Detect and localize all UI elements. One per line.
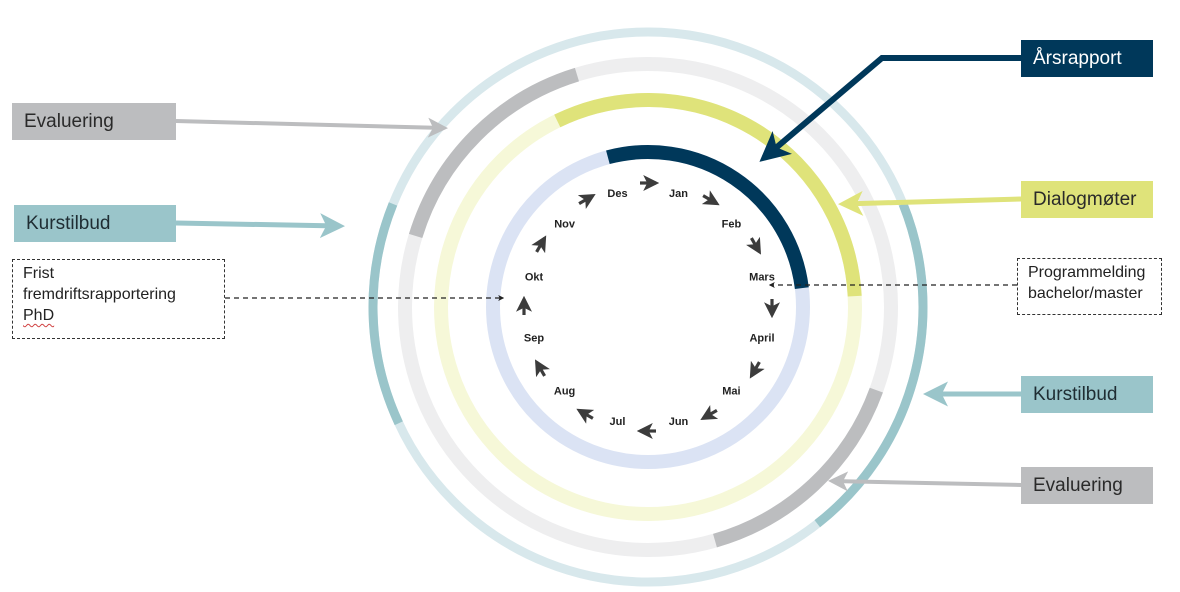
month-arrow: [577, 193, 596, 209]
month-arrow: [701, 190, 720, 206]
month-arrow: [700, 405, 719, 421]
note-line: Frist: [23, 265, 55, 282]
frist-fremdriftsrapportering-note: Frist fremdriftsrapportering PhD: [12, 259, 225, 339]
evaluering-ring-track: [398, 57, 898, 557]
programmelding-note: Programmelding bachelor/master: [1017, 258, 1162, 315]
evaluering-label-left: Evaluering: [12, 103, 176, 140]
month-arrow: [746, 236, 762, 255]
arsrapport-arrow: [759, 55, 1021, 162]
month-label-aug: Aug: [554, 385, 575, 397]
month-label-jan: Jan: [669, 188, 688, 200]
note-line: bachelor/master: [1028, 285, 1143, 302]
note-line: Programmelding: [1028, 264, 1146, 281]
note-line: PhD: [23, 307, 55, 324]
month-arrow: [576, 408, 595, 424]
month-label-mai: Mai: [722, 385, 740, 397]
kurstilbud-label-right: Kurstilbud: [1021, 376, 1153, 413]
dialogmoter-arc: [554, 93, 862, 297]
note-line: fremdriftsrapportering: [23, 286, 176, 303]
month-label-okt: Okt: [525, 272, 544, 284]
dialogmoter-arrow: [838, 190, 1022, 216]
evaluering-arrow-left: [175, 117, 448, 138]
month-label-nov: Nov: [554, 219, 576, 231]
month-label-april: April: [749, 333, 774, 345]
evaluering-label-right: Evaluering: [1021, 467, 1153, 504]
month-label-des: Des: [607, 188, 627, 200]
kurstilbud-label-left: Kurstilbud: [14, 205, 176, 242]
arsrapport-arc: [606, 145, 809, 289]
kurstilbud-arc-left: [368, 202, 403, 426]
kurstilbud-arc-right: [814, 202, 928, 528]
month-arrow: [749, 360, 765, 379]
evaluering-arc-right: [713, 387, 883, 548]
month-label-jul: Jul: [610, 416, 626, 428]
month-label-feb: Feb: [722, 219, 742, 231]
month-arrow: [534, 359, 550, 378]
evaluering-arc-left: [408, 67, 579, 238]
kurstilbud-arrow-left: [175, 213, 345, 239]
arsrapport-label: Årsrapport: [1021, 40, 1153, 77]
month-label-jun: Jun: [669, 416, 689, 428]
dialogmoter-label: Dialogmøter: [1021, 181, 1153, 218]
evaluering-arrow-right: [828, 471, 1022, 492]
month-label-mars: Mars: [749, 272, 775, 284]
month-arrow: [531, 235, 547, 254]
month-label-sep: Sep: [524, 333, 544, 345]
